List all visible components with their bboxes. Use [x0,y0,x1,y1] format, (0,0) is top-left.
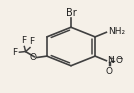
Text: F: F [21,36,26,45]
Text: −: − [116,54,122,63]
Text: O: O [29,53,36,62]
Text: O: O [115,56,122,65]
Text: N: N [107,56,114,65]
Text: F: F [29,37,34,46]
Text: NH₂: NH₂ [108,27,125,36]
Text: Br: Br [66,8,76,18]
Text: O: O [106,67,113,76]
Text: F: F [12,48,17,57]
Text: +: + [108,56,114,62]
